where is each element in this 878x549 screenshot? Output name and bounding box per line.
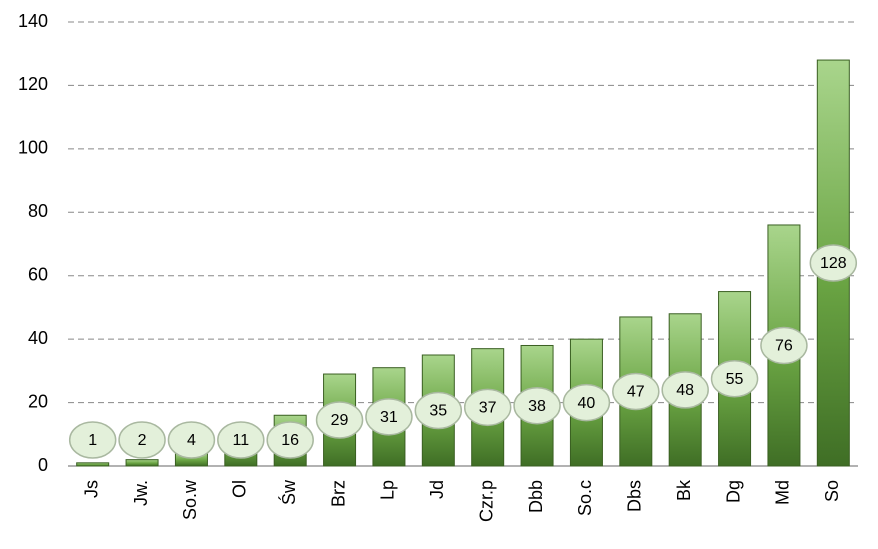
data-label: 2 xyxy=(138,432,147,449)
x-tick-label: So.w xyxy=(180,479,200,520)
data-label-bubble xyxy=(513,386,561,425)
data-label: 47 xyxy=(627,384,645,401)
data-label: 35 xyxy=(429,403,447,420)
x-tick-label: So.c xyxy=(575,480,595,516)
y-tick-label: 140 xyxy=(18,11,48,31)
data-label: 55 xyxy=(726,371,744,388)
data-label-bubble xyxy=(809,244,858,282)
data-label: 4 xyxy=(187,432,196,449)
x-tick-label: Brz xyxy=(328,480,348,507)
x-tick-label: So xyxy=(822,480,842,502)
data-label: 1 xyxy=(88,432,97,449)
data-label-bubble xyxy=(167,421,216,459)
data-label: 48 xyxy=(676,382,694,399)
data-label-bubble xyxy=(365,398,413,436)
y-tick-label: 100 xyxy=(18,138,48,158)
x-tick-label: Św xyxy=(278,479,299,505)
data-label: 11 xyxy=(233,432,250,449)
y-tick-label: 120 xyxy=(18,74,48,94)
y-tick-label: 40 xyxy=(28,328,48,348)
y-tick-label: 0 xyxy=(38,455,48,475)
x-tick-label: Jw. xyxy=(131,480,151,506)
data-label-bubble xyxy=(710,360,759,398)
x-tick-label: Czr.p xyxy=(476,480,496,522)
y-tick-label: 80 xyxy=(28,201,48,221)
y-tick-label: 20 xyxy=(28,391,48,411)
x-tick-label: Md xyxy=(773,480,793,505)
x-tick-label: Dg xyxy=(723,480,743,503)
x-tick-label: Bk xyxy=(674,479,694,501)
data-label-bubble xyxy=(760,326,808,365)
x-tick-label: Jd xyxy=(427,480,447,499)
data-label-bubble xyxy=(68,421,117,459)
data-label-bubble xyxy=(315,401,364,439)
y-tick-label: 60 xyxy=(28,264,48,284)
data-label-bubble xyxy=(217,421,265,459)
data-label-bubble xyxy=(463,388,512,427)
data-label-bubble xyxy=(414,391,463,430)
data-label: 128 xyxy=(820,255,847,272)
data-label: 76 xyxy=(775,338,793,355)
data-label-bubble xyxy=(118,421,166,459)
bar xyxy=(76,462,110,467)
x-tick-label: Js xyxy=(81,480,101,498)
data-label: 37 xyxy=(479,400,497,417)
data-label-bubble xyxy=(266,421,314,459)
data-label-bubble xyxy=(661,371,709,409)
data-label: 38 xyxy=(528,398,546,415)
data-label: 29 xyxy=(331,412,349,429)
data-label-bubble xyxy=(562,383,611,422)
x-tick-label: Dbb xyxy=(526,480,546,513)
x-tick-label: Dbs xyxy=(625,480,645,512)
x-tick-label: Ol xyxy=(230,480,250,498)
data-label: 31 xyxy=(380,409,398,426)
bar xyxy=(125,459,159,467)
x-tick-label: Lp xyxy=(378,480,398,500)
data-label: 16 xyxy=(281,432,299,449)
data-label-bubble xyxy=(612,372,660,411)
data-label: 40 xyxy=(578,395,596,412)
